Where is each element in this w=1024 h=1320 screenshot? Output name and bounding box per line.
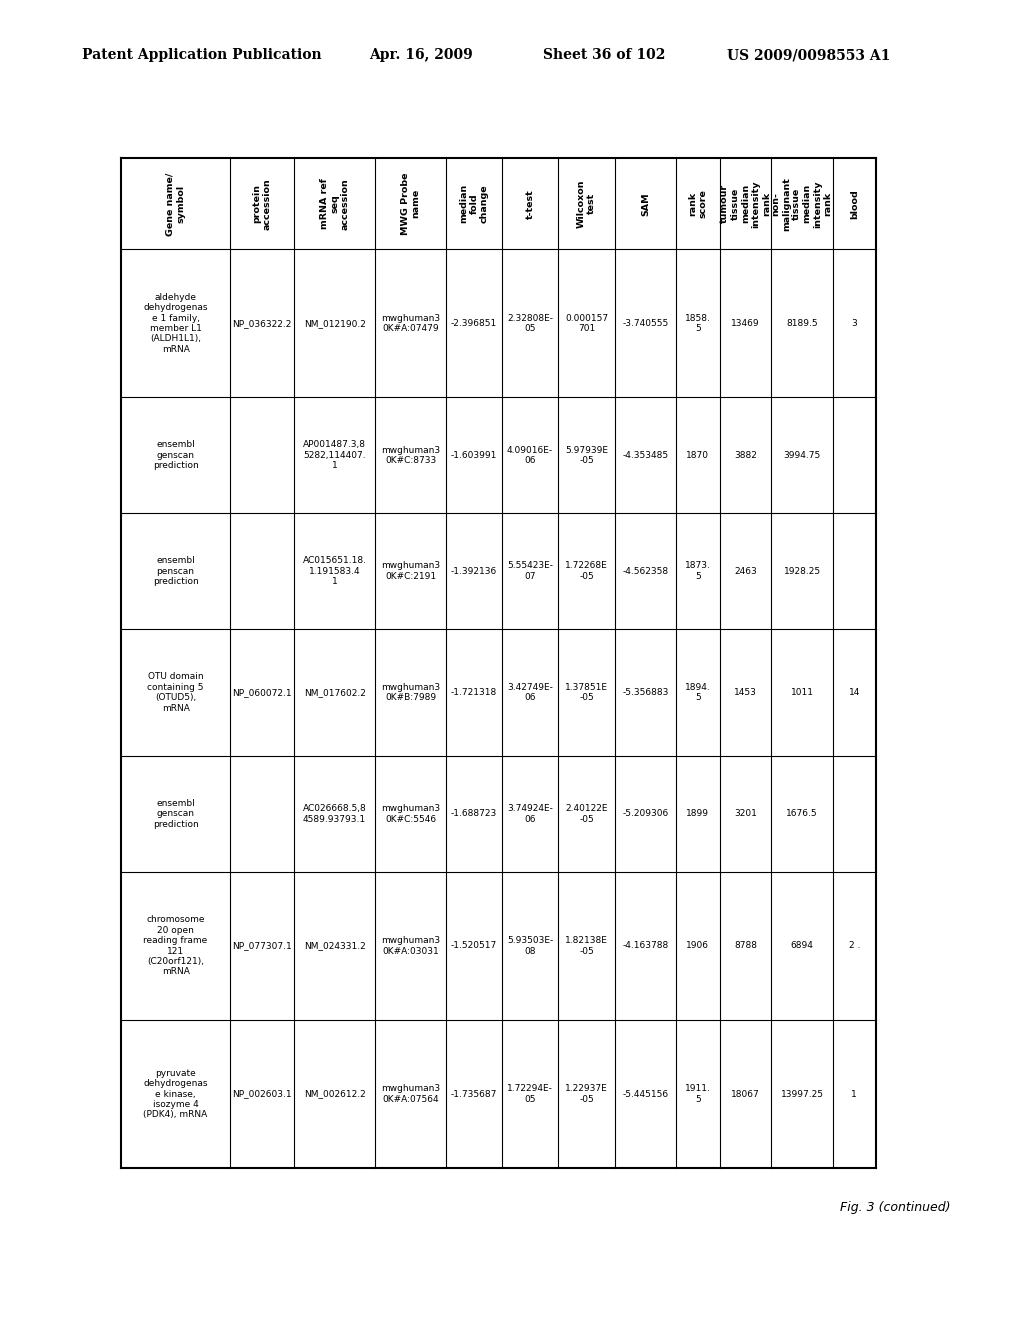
Text: protein
accession: protein accession (253, 178, 271, 230)
Text: 5.55423E-
07: 5.55423E- 07 (507, 561, 553, 581)
Text: 0.000157
701: 0.000157 701 (565, 314, 608, 333)
Text: Sheet 36 of 102: Sheet 36 of 102 (543, 49, 666, 62)
Text: NM_002612.2: NM_002612.2 (304, 1089, 366, 1098)
Text: mwghuman3
0K#C:2191: mwghuman3 0K#C:2191 (381, 561, 440, 581)
Text: 1676.5: 1676.5 (786, 809, 818, 818)
Text: 1894.
5: 1894. 5 (685, 682, 711, 702)
Text: 4.09016E-
06: 4.09016E- 06 (507, 446, 553, 465)
Text: -5.209306: -5.209306 (623, 809, 669, 818)
Text: MWG Probe
name: MWG Probe name (400, 173, 420, 235)
Text: 1.72294E-
05: 1.72294E- 05 (507, 1085, 553, 1104)
Text: 3.74924E-
06: 3.74924E- 06 (507, 804, 553, 824)
Text: 3.42749E-
06: 3.42749E- 06 (507, 682, 553, 702)
Text: 1911.
5: 1911. 5 (685, 1085, 711, 1104)
Text: 3882: 3882 (734, 451, 757, 459)
Text: -4.562358: -4.562358 (623, 566, 669, 576)
Text: 6894: 6894 (791, 941, 813, 950)
Text: Patent Application Publication: Patent Application Publication (82, 49, 322, 62)
Text: 1.22937E
-05: 1.22937E -05 (565, 1085, 608, 1104)
Text: tumour
tissue
median
intensity
rank: tumour tissue median intensity rank (720, 180, 771, 227)
Text: Gene name/
symbol: Gene name/ symbol (166, 172, 185, 235)
Text: mwghuman3
0K#A:07564: mwghuman3 0K#A:07564 (381, 1085, 440, 1104)
Text: 14: 14 (849, 688, 860, 697)
Text: rank
score: rank score (688, 189, 708, 218)
Text: NM_012190.2: NM_012190.2 (304, 319, 366, 327)
Text: 1011: 1011 (791, 688, 813, 697)
Text: mwghuman3
0K#A:07479: mwghuman3 0K#A:07479 (381, 314, 440, 333)
Text: 1453: 1453 (734, 688, 757, 697)
Text: 8189.5: 8189.5 (786, 319, 818, 327)
Text: -2.396851: -2.396851 (451, 319, 498, 327)
Text: Apr. 16, 2009: Apr. 16, 2009 (369, 49, 472, 62)
Text: non-
malignant
tissue
median
intensity
rank: non- malignant tissue median intensity r… (771, 177, 833, 231)
Text: -1.392136: -1.392136 (451, 566, 498, 576)
Text: mwghuman3
0K#A:03031: mwghuman3 0K#A:03031 (381, 936, 440, 956)
Text: median
fold
change: median fold change (459, 185, 489, 223)
Text: 3201: 3201 (734, 809, 757, 818)
Text: 1873.
5: 1873. 5 (685, 561, 711, 581)
Text: pyruvate
dehydrogenas
e kinase,
isozyme 4
(PDK4), mRNA: pyruvate dehydrogenas e kinase, isozyme … (143, 1069, 208, 1119)
Text: -3.740555: -3.740555 (623, 319, 669, 327)
Text: -1.735687: -1.735687 (451, 1089, 498, 1098)
Text: 2463: 2463 (734, 566, 757, 576)
Text: mRNA ref
seq
accession: mRNA ref seq accession (319, 178, 349, 230)
Text: -4.163788: -4.163788 (623, 941, 669, 950)
Text: OTU domain
containing 5
(OTUD5),
mRNA: OTU domain containing 5 (OTUD5), mRNA (147, 672, 204, 713)
Text: 1: 1 (851, 1089, 857, 1098)
Text: blood: blood (850, 189, 859, 219)
Text: NP_036322.2: NP_036322.2 (232, 319, 292, 327)
Text: NP_077307.1: NP_077307.1 (232, 941, 292, 950)
Text: 1.37851E
-05: 1.37851E -05 (565, 682, 608, 702)
Text: -1.721318: -1.721318 (451, 688, 498, 697)
Text: 1870: 1870 (686, 451, 710, 459)
Text: NP_002603.1: NP_002603.1 (232, 1089, 292, 1098)
Text: Fig. 3 (continued): Fig. 3 (continued) (840, 1201, 950, 1214)
Text: NM_024331.2: NM_024331.2 (304, 941, 366, 950)
Text: ensembl
genscan
prediction: ensembl genscan prediction (153, 441, 199, 470)
Text: AC026668.5,8
4589.93793.1: AC026668.5,8 4589.93793.1 (303, 804, 367, 824)
Text: 1906: 1906 (686, 941, 710, 950)
Text: 13997.25: 13997.25 (780, 1089, 823, 1098)
Text: 13469: 13469 (731, 319, 760, 327)
Text: -4.353485: -4.353485 (623, 451, 669, 459)
Text: -5.356883: -5.356883 (623, 688, 669, 697)
Text: -1.603991: -1.603991 (451, 451, 498, 459)
Text: 1.72268E
-05: 1.72268E -05 (565, 561, 608, 581)
Text: 1.82138E
-05: 1.82138E -05 (565, 936, 608, 956)
Text: 8788: 8788 (734, 941, 757, 950)
Text: 5.93503E-
08: 5.93503E- 08 (507, 936, 553, 956)
Text: t-test: t-test (525, 189, 535, 219)
Text: mwghuman3
0K#B:7989: mwghuman3 0K#B:7989 (381, 682, 440, 702)
Text: 1858.
5: 1858. 5 (685, 314, 711, 333)
Text: mwghuman3
0K#C:8733: mwghuman3 0K#C:8733 (381, 446, 440, 465)
Text: 5.97939E
-05: 5.97939E -05 (565, 446, 608, 465)
Text: 1899: 1899 (686, 809, 710, 818)
Text: 3994.75: 3994.75 (783, 451, 820, 459)
Text: ensembl
penscan
prediction: ensembl penscan prediction (153, 556, 199, 586)
Text: Wilcoxon
test: Wilcoxon test (577, 180, 596, 228)
Text: -1.688723: -1.688723 (451, 809, 498, 818)
Text: 2 .: 2 . (849, 941, 860, 950)
Text: SAM: SAM (641, 191, 650, 215)
Text: aldehyde
dehydrogenas
e 1 family,
member L1
(ALDH1L1),
mRNA: aldehyde dehydrogenas e 1 family, member… (143, 293, 208, 354)
Text: AP001487.3,8
5282,114407.
1: AP001487.3,8 5282,114407. 1 (303, 441, 367, 470)
Text: AC015651.18.
1.191583.4
1: AC015651.18. 1.191583.4 1 (302, 556, 367, 586)
Text: 3: 3 (851, 319, 857, 327)
Text: ensembl
genscan
prediction: ensembl genscan prediction (153, 799, 199, 829)
Text: 2.32808E-
05: 2.32808E- 05 (507, 314, 553, 333)
Text: 2.40122E
-05: 2.40122E -05 (565, 804, 608, 824)
Text: -1.520517: -1.520517 (451, 941, 498, 950)
Text: NP_060072.1: NP_060072.1 (232, 688, 292, 697)
Text: chromosome
20 open
reading frame
121
(C20orf121),
mRNA: chromosome 20 open reading frame 121 (C2… (143, 915, 208, 977)
Text: -5.445156: -5.445156 (623, 1089, 669, 1098)
Text: NM_017602.2: NM_017602.2 (304, 688, 366, 697)
Text: mwghuman3
0K#C:5546: mwghuman3 0K#C:5546 (381, 804, 440, 824)
Text: 18067: 18067 (731, 1089, 760, 1098)
Text: 1928.25: 1928.25 (783, 566, 820, 576)
Text: US 2009/0098553 A1: US 2009/0098553 A1 (727, 49, 891, 62)
